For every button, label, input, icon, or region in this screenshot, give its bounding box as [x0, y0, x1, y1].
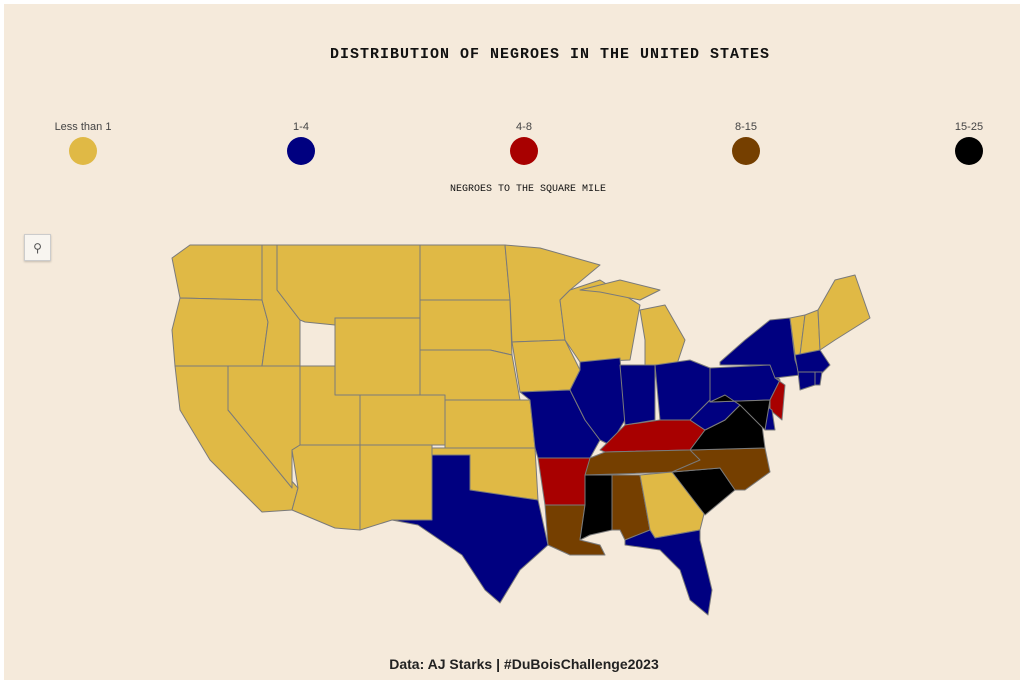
- state-ri[interactable]: [814, 371, 823, 386]
- state-in[interactable]: [619, 364, 656, 426]
- legend-title: NEGROES TO THE SQUARE MILE: [449, 184, 607, 195]
- legend-swatch: [287, 137, 315, 165]
- legend-swatch: [69, 137, 97, 165]
- legend-label: Less than 1: [54, 121, 112, 133]
- state-ar[interactable]: [537, 457, 591, 506]
- state-me[interactable]: [817, 274, 871, 351]
- map-title: DISTRIBUTION OF NEGROES IN THE UNITED ST…: [329, 46, 771, 63]
- legend-label: 1-4: [293, 121, 309, 133]
- state-nc[interactable]: [671, 447, 771, 491]
- state-wy[interactable]: [334, 317, 421, 396]
- legend-item: 1-4: [261, 121, 341, 165]
- legend-item: Less than 1: [43, 121, 123, 165]
- legend-swatch: [955, 137, 983, 165]
- legend-item: 8-15: [706, 121, 786, 165]
- state-sd[interactable]: [419, 299, 513, 356]
- search-icon: ⚲: [33, 240, 42, 255]
- legend-label: 4-8: [516, 121, 532, 133]
- state-nm[interactable]: [359, 444, 433, 531]
- state-co[interactable]: [359, 394, 446, 446]
- legend-swatch: [732, 137, 760, 165]
- state-mi[interactable]: [579, 279, 661, 301]
- state-ne[interactable]: [419, 349, 521, 401]
- state-mt[interactable]: [276, 244, 421, 326]
- state-pa[interactable]: [709, 364, 781, 403]
- state-ct[interactable]: [797, 371, 816, 391]
- state-or[interactable]: [171, 297, 269, 367]
- state-nd[interactable]: [419, 244, 511, 301]
- state-ma[interactable]: [794, 349, 831, 376]
- state-md[interactable]: [709, 394, 771, 431]
- state-tx[interactable]: [391, 454, 549, 604]
- legend-label: 15-25: [954, 121, 984, 133]
- legend-label: 8-15: [734, 121, 758, 133]
- legend-swatch: [510, 137, 538, 165]
- state-az[interactable]: [291, 444, 361, 531]
- legend-item: 4-8: [484, 121, 564, 165]
- state-fl[interactable]: [624, 529, 713, 616]
- state-wi[interactable]: [559, 279, 641, 363]
- legend-item: 15-25: [929, 121, 1009, 165]
- zoom-button[interactable]: ⚲: [24, 234, 51, 261]
- state-ms[interactable]: [579, 474, 613, 541]
- state-ks[interactable]: [444, 399, 536, 449]
- state-wa[interactable]: [171, 244, 263, 301]
- credit-text: Data: AJ Starks | #DuBoisChallenge2023: [389, 656, 659, 672]
